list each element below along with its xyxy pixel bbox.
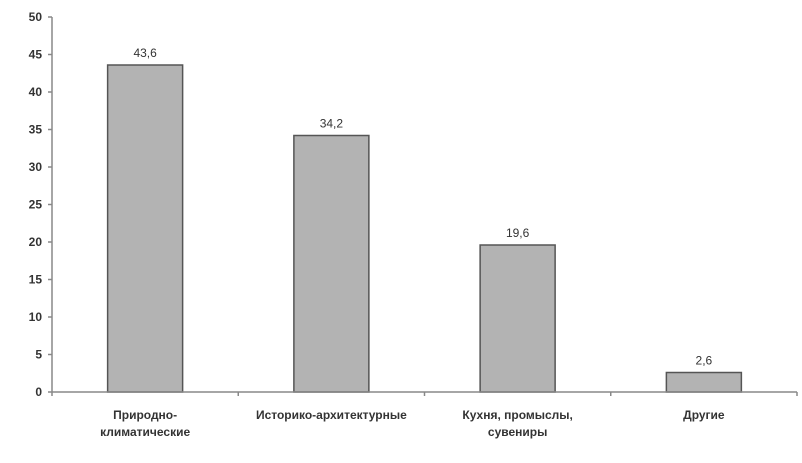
y-axis: 0 5 10 15 20 25 30 35 40 45 50: [29, 10, 53, 399]
y-tick-label: 10: [29, 310, 43, 324]
y-tick-label: 40: [29, 85, 43, 99]
category-label: климатические: [100, 425, 190, 439]
category-label: Кухня, промыслы,: [462, 408, 573, 422]
y-tick-label: 5: [35, 348, 42, 362]
y-tick-label: 45: [29, 48, 43, 62]
data-label: 19,6: [506, 226, 530, 240]
y-tick-label: 15: [29, 273, 43, 287]
y-tick-label: 0: [35, 385, 42, 399]
y-tick-label: 30: [29, 160, 43, 174]
data-label: 34,2: [320, 117, 344, 131]
bar: [479, 244, 556, 393]
x-axis: Природно-климатические Историко-архитекту…: [51, 391, 798, 439]
bar: [293, 134, 370, 393]
category-label: Природно-: [113, 408, 177, 422]
data-label: 2,6: [696, 354, 713, 368]
bar: [665, 371, 743, 393]
bar: [106, 64, 184, 393]
data-label: 43,6: [133, 46, 157, 60]
y-tick-label: 20: [29, 235, 43, 249]
category-label: сувениры: [488, 425, 547, 439]
y-tick-label: 35: [29, 123, 43, 137]
category-label: Историко-архитектурные: [256, 408, 407, 422]
category-label: Другие: [683, 408, 725, 422]
y-tick-label: 50: [29, 10, 43, 24]
y-tick-label: 25: [29, 198, 43, 212]
bars: 43,6 34,2 19,6 2,6: [106, 46, 743, 393]
